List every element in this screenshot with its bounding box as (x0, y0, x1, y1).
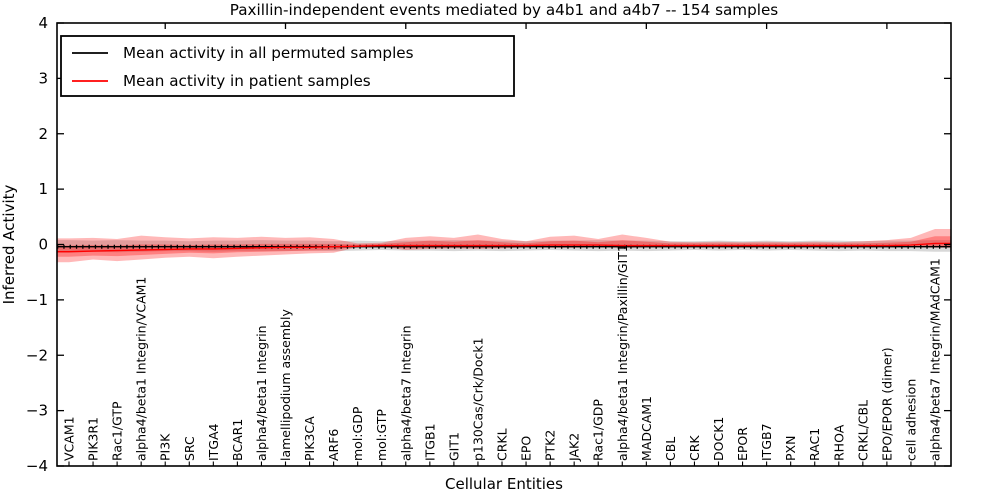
x-tick-label: CRKL/CBL (855, 400, 870, 461)
x-tick-label: ITGA4 (206, 423, 221, 461)
x-tick-label: Rac1/GTP (110, 401, 125, 461)
x-tick-label: alpha4/beta1 Integrin (254, 325, 269, 461)
x-tick-label: CRK (687, 435, 702, 461)
y-tick-label: 0 (38, 236, 48, 254)
x-tick-label: CBL (663, 437, 678, 461)
x-tick-label: ITGB7 (759, 423, 774, 461)
x-tick-label: EPO/EPOR (dimer) (879, 347, 894, 461)
x-tick-label: p130Cas/Crk/Dock1 (470, 337, 485, 461)
y-tick-label: 1 (38, 180, 48, 198)
x-tick-label: CRKL (495, 428, 510, 461)
x-tick-label: MADCAM1 (639, 396, 654, 461)
x-tick-label: lamellipodium assembly (278, 309, 293, 461)
y-tick-label: 2 (38, 125, 48, 143)
legend-box (60, 35, 515, 97)
x-tick-label: alpha4/beta7 Integrin/MAdCAM1 (928, 258, 943, 461)
legend-label-patient: Mean activity in patient samples (123, 72, 371, 90)
x-tick-label: PIK3R1 (86, 417, 101, 461)
x-tick-label: EPO (519, 436, 534, 461)
y-tick-label: −2 (26, 346, 48, 364)
x-tick-label: EPOR (735, 427, 750, 461)
x-tick-label: ITGB1 (422, 423, 437, 461)
x-tick-label: SRC (182, 436, 197, 461)
plot-area: 4 3 2 1 0 −1 −2 −3 −4 VCAM1 PIK3R1 Rac1/GTP alpha4/b… (26, 14, 951, 475)
x-tick-label: VCAM1 (62, 416, 77, 461)
x-tick-label: BCAR1 (230, 419, 245, 461)
x-tick-label: Rac1/GDP (591, 399, 606, 461)
axes-frame (56, 22, 952, 467)
x-tick-label: PXN (783, 436, 798, 461)
x-tick-label: JAK2 (567, 433, 582, 462)
x-tick-label: cell adhesion (903, 379, 918, 461)
x-tick-label: DOCK1 (711, 417, 726, 461)
y-tick-label: −3 (26, 402, 48, 420)
x-tick-label: PI3K (158, 433, 173, 461)
x-tick-label: PIK3CA (302, 416, 317, 461)
y-tick-label: 4 (38, 14, 48, 32)
x-tick-label: mol:GDP (350, 406, 365, 461)
x-tick-label: alpha4/beta1 Integrin/Paxillin/GIT1 (615, 244, 630, 461)
x-tick-label: RHOA (831, 424, 846, 461)
x-tick-label: alpha4/beta1 Integrin/VCAM1 (134, 277, 149, 461)
legend: Mean activity in all permuted samples Me… (60, 35, 515, 97)
series-line-patient (57, 242, 951, 253)
y-tick-label: 3 (38, 69, 48, 87)
y-axis-label: Inferred Activity (0, 184, 18, 304)
x-tick-label: ARF6 (326, 429, 341, 461)
x-tick-label: alpha4/beta7 Integrin (398, 325, 413, 461)
x-tick-label: GIT1 (446, 432, 461, 461)
legend-label-permuted: Mean activity in all permuted samples (123, 44, 414, 62)
x-tick-label: mol:GTP (374, 409, 389, 461)
y-tick-label: −1 (26, 291, 48, 309)
x-axis-label: Cellular Entities (445, 475, 563, 493)
x-tick-label: RAC1 (807, 428, 822, 461)
x-tick-label: PTK2 (543, 430, 558, 461)
y-tick-label: −4 (26, 457, 48, 475)
chart-title: Paxillin-independent events mediated by … (230, 1, 779, 19)
